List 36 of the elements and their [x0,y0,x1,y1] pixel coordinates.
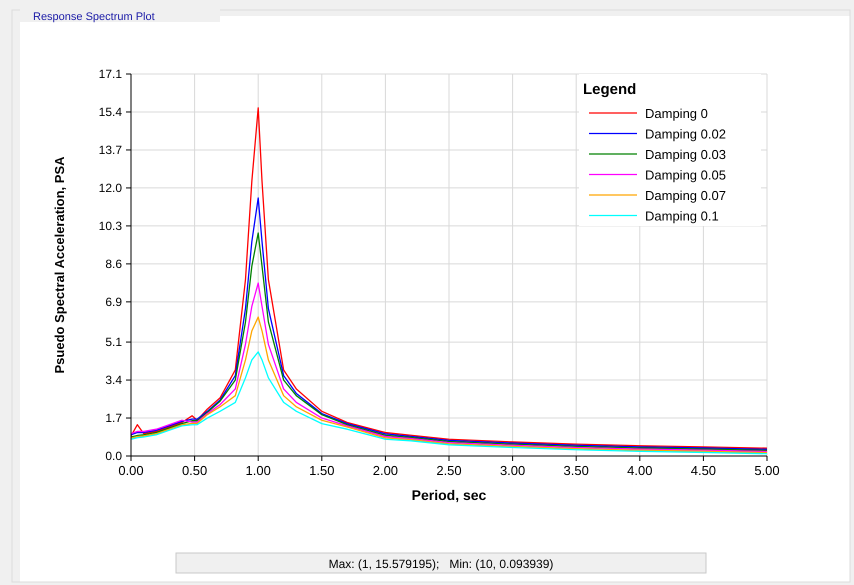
line-series [130,282,768,452]
y-tick-label: 13.7 [98,142,122,157]
x-tick-label: 1.50 [309,463,334,478]
x-tick-label: 5.00 [754,463,780,478]
line-series [130,107,768,449]
x-tick-label: 0.00 [118,463,144,478]
legend-label: Damping 0.03 [645,147,726,162]
x-axis-title: Period, sec [412,487,487,503]
line-series [130,316,768,454]
x-tick-label: 2.50 [436,463,462,478]
y-tick-label: 12.0 [98,180,122,195]
y-tick-label: 15.4 [98,104,122,119]
x-tick-label: 4.00 [627,463,652,478]
legend-label: Damping 0.1 [645,208,719,224]
y-tick-label: 1.7 [105,411,122,426]
x-tick-label: 0.50 [182,463,208,478]
legend-label: Damping 0 [645,106,708,121]
y-tick-label: 6.9 [105,294,122,309]
x-tick-label: 1.00 [246,463,271,478]
y-tick-label: 8.6 [105,256,122,271]
x-tick-label: 3.00 [500,463,526,478]
text: Max: (1, 15.579195); Min: (10, 0.093939) [328,557,554,571]
x-tick-label: 2.00 [372,463,398,478]
y-axis-title: Psuedo Spectral Acceleration, PSA [52,156,67,374]
y-tick-label: 17.1 [98,67,122,81]
legend-label: Damping 0.05 [645,168,726,182]
x-tick-label: 4.50 [690,463,716,478]
legend-label: Damping 0.02 [645,126,726,142]
y-tick-label: 0.0 [105,449,122,463]
y-tick-label: 10.3 [98,218,122,233]
x-tick-label: 3.50 [564,463,589,478]
legend-label: Damping 0.07 [645,188,726,203]
y-tick-label: 3.4 [105,373,122,388]
y-tick-label: 5.1 [105,335,122,350]
chart-title: Response Spectrum Plot [33,11,155,23]
legend-title: Legend [583,81,636,98]
